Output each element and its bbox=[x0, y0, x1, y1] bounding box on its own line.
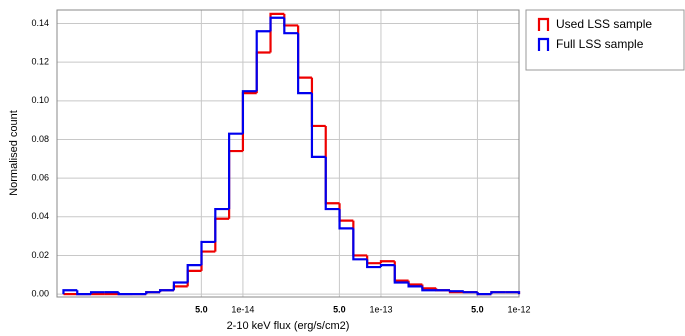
histogram-step bbox=[76, 290, 92, 296]
histogram-step bbox=[366, 255, 381, 265]
histogram-step bbox=[297, 33, 312, 95]
plot-frame bbox=[56, 9, 520, 298]
histogram-step bbox=[421, 284, 437, 290]
histogram-step bbox=[158, 289, 174, 293]
legend-label: Full LSS sample bbox=[556, 37, 644, 51]
histogram-step bbox=[407, 282, 423, 288]
y-tick-label: 0.08 bbox=[31, 134, 49, 144]
histogram-step bbox=[172, 285, 188, 291]
x-axis-label: 2-10 keV flux (erg/s/cm2) bbox=[227, 320, 350, 332]
y-tick-label: 0.04 bbox=[31, 211, 49, 221]
histogram-step bbox=[283, 17, 299, 35]
histogram-step bbox=[366, 259, 381, 269]
x-tick-label: 1e-13 bbox=[369, 304, 392, 314]
histogram-step bbox=[352, 228, 368, 261]
y-tick-label: 0.00 bbox=[31, 288, 49, 298]
histogram-step bbox=[310, 93, 326, 158]
histogram-step bbox=[338, 203, 354, 222]
histogram-step bbox=[324, 156, 340, 211]
histogram-step bbox=[393, 261, 409, 282]
y-axis-label: Normalised count bbox=[8, 110, 20, 196]
histogram-step bbox=[214, 217, 230, 252]
histogram-step bbox=[269, 16, 285, 32]
histogram-step bbox=[352, 220, 368, 257]
legend-swatch bbox=[537, 17, 550, 31]
legend-label: Used LSS sample bbox=[556, 17, 652, 31]
histogram-step bbox=[255, 30, 271, 92]
histogram-step bbox=[297, 25, 312, 79]
histogram-step bbox=[407, 280, 423, 286]
histogram-step bbox=[448, 290, 464, 293]
histogram-step bbox=[269, 12, 285, 53]
x-tick-label: 1e-12 bbox=[507, 304, 530, 314]
legend-box bbox=[525, 9, 685, 71]
histogram-step bbox=[241, 92, 257, 152]
histogram-step bbox=[200, 250, 216, 271]
histogram-step bbox=[421, 286, 437, 292]
y-tick-label: 0.10 bbox=[31, 95, 49, 105]
histogram-step bbox=[462, 291, 478, 294]
histogram-step bbox=[255, 51, 271, 94]
histogram-step bbox=[228, 149, 243, 219]
histogram-step bbox=[228, 132, 243, 210]
histogram-step bbox=[186, 264, 202, 283]
histogram-step bbox=[62, 289, 78, 295]
histogram-step bbox=[145, 291, 161, 295]
histogram-step bbox=[324, 125, 340, 205]
histogram-step bbox=[490, 291, 506, 295]
legend-swatch bbox=[537, 37, 550, 51]
histogram-step bbox=[476, 292, 492, 296]
histogram-step bbox=[241, 90, 257, 134]
histogram-step bbox=[310, 77, 326, 128]
histogram-step bbox=[214, 207, 230, 242]
histogram-step bbox=[186, 269, 202, 287]
histogram-step bbox=[89, 291, 105, 295]
x-tick-label: 5.0 bbox=[471, 304, 484, 314]
x-tick-label: 5.0 bbox=[333, 304, 346, 314]
y-tick-label: 0.12 bbox=[31, 57, 49, 67]
histogram-step bbox=[379, 260, 395, 264]
histogram-step bbox=[117, 292, 133, 296]
histogram-step bbox=[379, 264, 395, 268]
y-tick-label: 0.06 bbox=[31, 173, 49, 183]
y-tick-label: 0.14 bbox=[31, 18, 49, 28]
histogram-step bbox=[200, 240, 216, 266]
x-tick-label: 5.0 bbox=[195, 304, 208, 314]
x-tick-label: 1e-14 bbox=[231, 304, 254, 314]
histogram-step bbox=[505, 291, 521, 295]
histogram-step bbox=[393, 265, 409, 284]
histogram-step bbox=[172, 281, 188, 291]
histogram-step bbox=[338, 209, 354, 230]
y-tick-label: 0.02 bbox=[31, 250, 49, 260]
